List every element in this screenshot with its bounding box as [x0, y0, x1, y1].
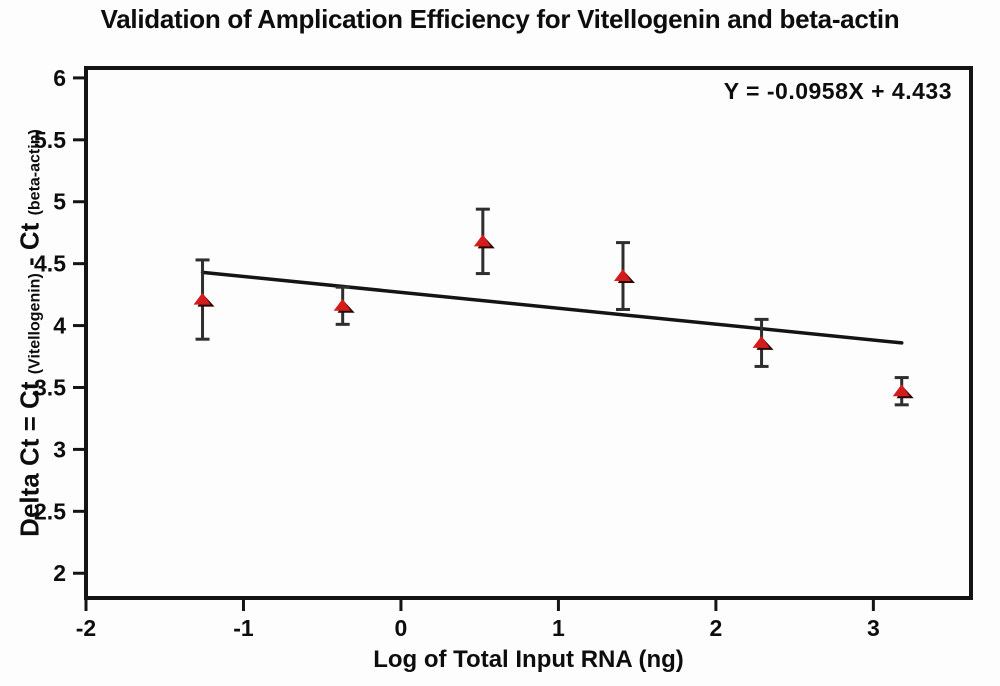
y-axis-label-main: Delta Ct = Ct — [14, 381, 45, 537]
y-tick-label: 4.5 — [34, 251, 66, 277]
x-tick-label: 0 — [395, 615, 408, 641]
regression-equation: Y = -0.0958X + 4.433 — [723, 78, 952, 104]
y-axis-label-sub-betaactin: (beta-actin) — [26, 129, 44, 216]
x-tick-label: -1 — [233, 615, 254, 641]
y-tick-label: 2 — [53, 560, 66, 586]
y-tick-label: 5 — [53, 189, 66, 215]
y-axis-label-sub-vitellogenin: (Vitellogenin) — [26, 273, 44, 375]
x-tick-label: 3 — [867, 615, 880, 641]
y-tick-label: 3 — [53, 436, 66, 462]
plot-border — [84, 66, 973, 600]
x-tick-label: -2 — [76, 615, 96, 641]
trend-line — [200, 270, 904, 345]
data-point-marker — [193, 292, 211, 305]
y-tick-label: 3.5 — [34, 374, 66, 400]
data-point-marker — [752, 335, 770, 348]
y-tick-label: 2.5 — [34, 498, 66, 524]
data-point-marker — [333, 298, 351, 311]
y-tick-label: 6 — [53, 65, 66, 91]
x-axis-label: Log of Total Input RNA (ng) — [373, 646, 684, 673]
y-tick-label: 5.5 — [34, 127, 66, 153]
data-point-marker — [473, 234, 491, 247]
y-axis-label-main2: - Ct — [14, 222, 45, 266]
data-point-marker — [892, 384, 910, 397]
chart-title: Validation of Amplication Efficiency for… — [100, 4, 900, 34]
x-tick-label: 1 — [552, 615, 565, 641]
x-tick-label: 2 — [709, 615, 722, 641]
data-point-marker — [613, 269, 631, 282]
y-tick-label: 4 — [53, 313, 66, 339]
y-axis-label: Delta Ct = Ct (Vitellogenin) - Ct (beta-… — [15, 129, 46, 537]
